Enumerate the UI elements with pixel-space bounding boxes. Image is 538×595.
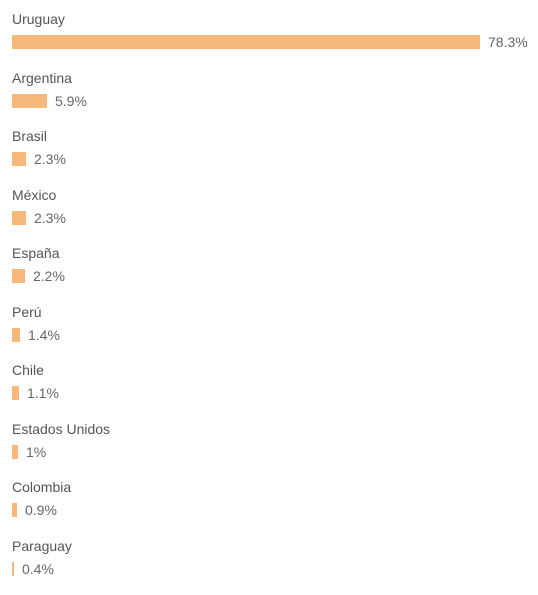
value-label: 2.3% [34,209,66,226]
value-label: 1.1% [27,385,59,401]
bar [12,35,480,49]
category-label: Perú [12,303,42,320]
category-label: Paraguay [12,537,72,554]
bar-row: Paraguay 0.4% [0,537,538,595]
value-label: 5.9% [55,92,87,109]
bar-row: Estados Unidos 1% [0,420,538,478]
bar-row: México 2.3% [0,186,538,244]
bar-row: Brasil 2.3% [0,127,538,185]
value-label: 0.9% [25,502,57,518]
value-label: 1% [26,443,47,460]
category-label: Chile [12,362,44,378]
bar [12,93,47,108]
bar-row: Chile 1.1% [0,361,538,419]
category-label: España [12,245,60,261]
category-label: Uruguay [12,11,65,27]
value-label: 78.3% [488,34,528,50]
bar-chart: Uruguay 78.3% Argentina 5.9% Brasil 2.3% Méxic… [0,10,538,577]
bar [12,269,25,283]
bar-row: Argentina 5.9% [0,69,538,127]
value-label: 1.4% [28,326,60,343]
category-label: Argentina [12,69,72,86]
value-label: 2.2% [33,268,65,284]
bar [12,327,20,342]
bar-row: Perú 1.4% [0,303,538,361]
bar-row: Colombia 0.9% [0,478,538,536]
bar-row: Uruguay 78.3% [0,10,538,68]
bar [12,386,19,400]
value-label: 2.3% [34,151,66,167]
bar [12,503,17,517]
bar [12,210,26,225]
category-label: Brasil [12,128,48,144]
bar-row: España 2.2% [0,244,538,302]
value-label: 0.4% [22,560,54,577]
bar [12,444,18,459]
bar [12,561,14,576]
category-label: México [12,186,57,203]
bar [12,152,26,166]
category-label: Colombia [12,479,72,495]
category-label: Estados Unidos [12,420,111,437]
